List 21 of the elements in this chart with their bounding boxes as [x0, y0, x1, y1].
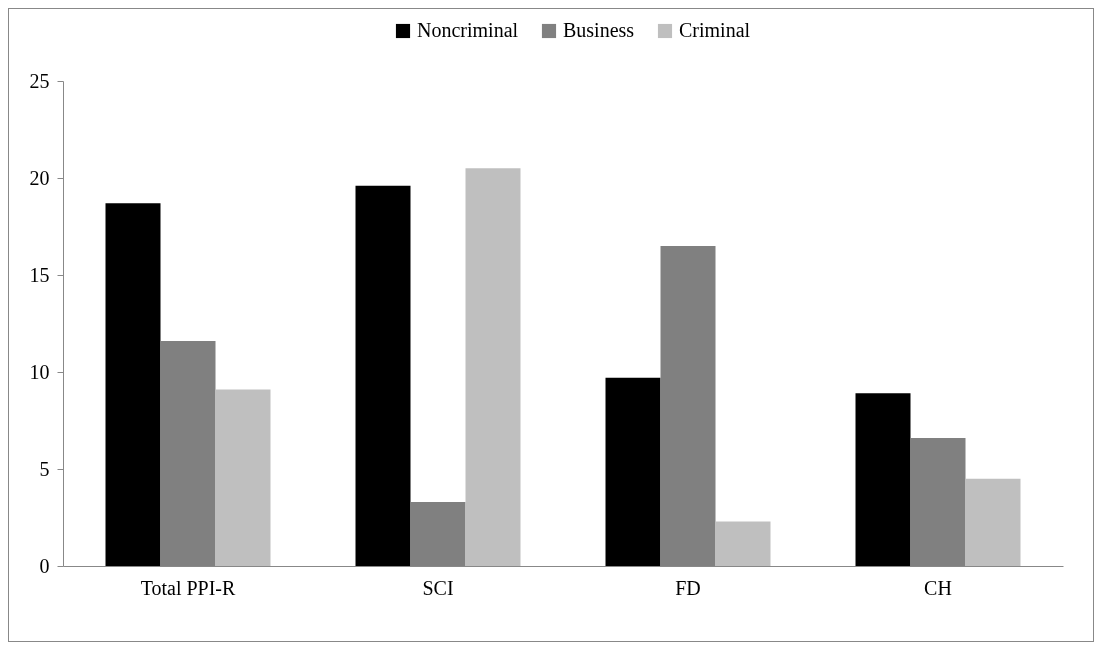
- x-tick-label: Total PPI-R: [140, 576, 237, 599]
- bar: [715, 521, 771, 566]
- x-tick-label: SCI: [422, 576, 454, 599]
- x-tick-label: FD: [675, 576, 701, 599]
- y-tick-label: 20: [29, 166, 50, 189]
- y-tick-label: 25: [29, 69, 50, 92]
- bar: [105, 203, 161, 566]
- bar: [215, 389, 271, 566]
- legend-label: Noncriminal: [417, 19, 519, 41]
- y-tick-label: 5: [39, 457, 50, 480]
- y-tick-label: 15: [29, 263, 50, 286]
- bar: [465, 168, 521, 566]
- bar: [605, 377, 661, 566]
- legend-label: Criminal: [679, 19, 751, 41]
- bar: [855, 393, 911, 566]
- legend-label: Business: [563, 19, 635, 41]
- x-tick-label: CH: [924, 576, 952, 599]
- bar: [965, 478, 1021, 566]
- y-tick-label: 0: [39, 554, 50, 577]
- y-tick-label: 10: [29, 360, 50, 383]
- bar: [355, 185, 411, 566]
